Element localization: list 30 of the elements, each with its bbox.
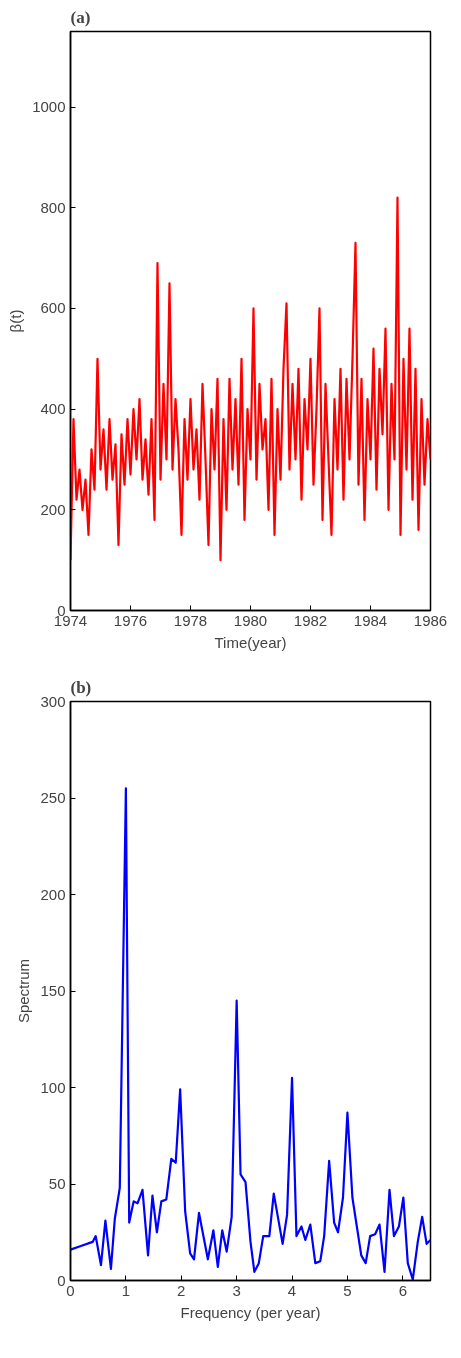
y-tick-label: 400	[40, 400, 66, 418]
line-series	[70, 196, 431, 562]
x-tick-label: 1976	[113, 611, 148, 629]
x-tick-label: 5	[343, 1281, 352, 1299]
x-tick-label: 4	[287, 1281, 297, 1299]
y-tick-label: 200	[40, 500, 66, 518]
x-tick-label: 3	[232, 1281, 241, 1299]
y-tick-label: 250	[40, 789, 66, 806]
y-axis-title: Spectrum	[15, 958, 33, 1024]
x-tick-label: 1986	[413, 611, 448, 629]
chart-title: (b)	[70, 677, 92, 697]
x-tick-label: 6	[398, 1281, 407, 1299]
x-axis-title: Frequency (per year)	[180, 1303, 321, 1321]
x-tick-label: 1978	[173, 611, 208, 629]
y-axis-title: β(t)	[7, 309, 25, 333]
y-tick-label: 1000	[32, 98, 66, 116]
x-tick-label: 1982	[293, 611, 328, 629]
x-tick-label: 1980	[233, 611, 268, 629]
chart-title: (a)	[70, 7, 91, 27]
y-tick-label: 600	[40, 299, 66, 317]
y-tick-label: 150	[40, 982, 66, 999]
y-tick-label: 100	[40, 1078, 66, 1096]
x-tick-label: 1984	[353, 611, 388, 629]
x-axis-title: Time(year)	[214, 633, 287, 651]
x-tick-label: 2	[177, 1281, 186, 1299]
y-tick-label: 50	[48, 1175, 66, 1192]
y-tick-label: 800	[40, 198, 66, 216]
y-tick-label: 300	[40, 692, 66, 710]
x-tick-label: 1	[121, 1281, 131, 1299]
y-tick-label: 200	[40, 885, 66, 903]
